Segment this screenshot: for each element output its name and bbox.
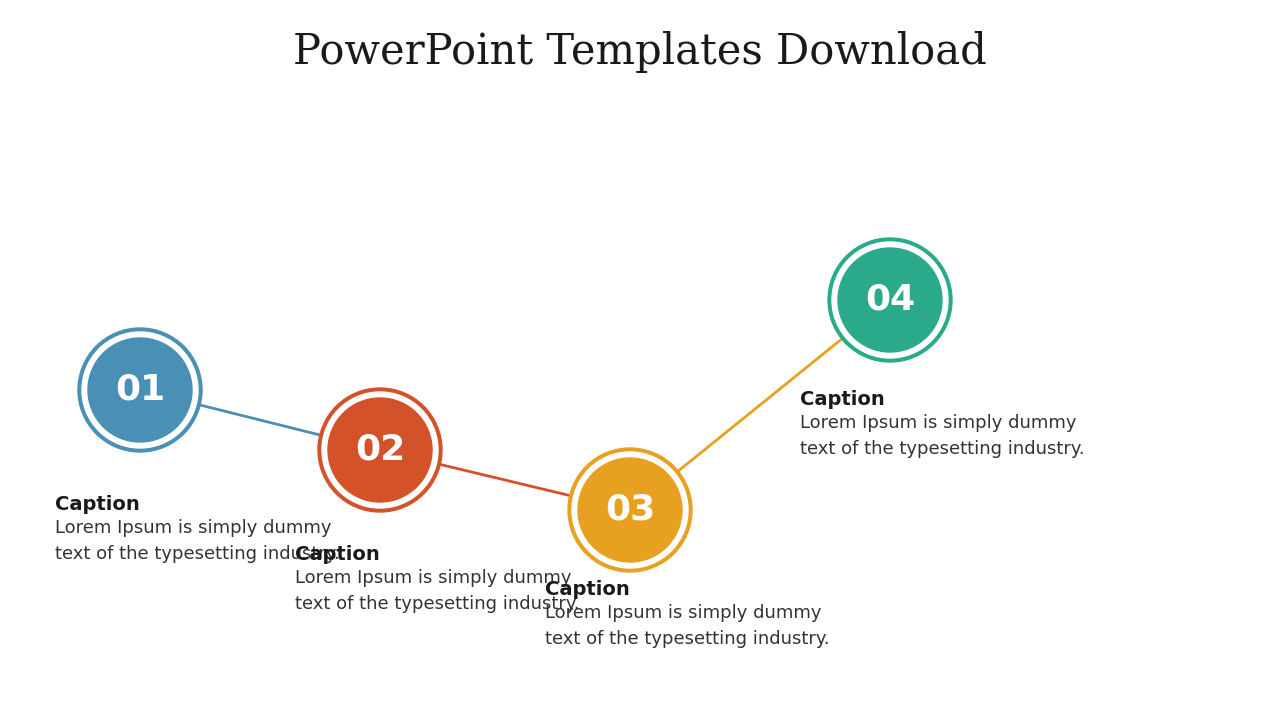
Circle shape: [82, 332, 198, 448]
Circle shape: [828, 238, 952, 362]
Circle shape: [838, 248, 942, 352]
Circle shape: [88, 338, 192, 442]
Text: 01: 01: [115, 373, 165, 407]
Circle shape: [579, 458, 682, 562]
Text: 04: 04: [865, 283, 915, 317]
Text: Lorem Ipsum is simply dummy
text of the typesetting industry.: Lorem Ipsum is simply dummy text of the …: [55, 519, 339, 563]
Text: Lorem Ipsum is simply dummy
text of the typesetting industry.: Lorem Ipsum is simply dummy text of the …: [294, 569, 580, 613]
Text: Lorem Ipsum is simply dummy
text of the typesetting industry.: Lorem Ipsum is simply dummy text of the …: [545, 604, 829, 649]
Text: Caption: Caption: [294, 545, 380, 564]
Text: Caption: Caption: [800, 390, 884, 409]
Circle shape: [317, 388, 442, 512]
Circle shape: [572, 452, 689, 568]
Circle shape: [568, 448, 692, 572]
Circle shape: [78, 328, 202, 452]
Circle shape: [323, 392, 438, 508]
Text: PowerPoint Templates Download: PowerPoint Templates Download: [293, 31, 987, 73]
Text: Lorem Ipsum is simply dummy
text of the typesetting industry.: Lorem Ipsum is simply dummy text of the …: [800, 414, 1084, 459]
Text: Caption: Caption: [545, 580, 630, 599]
Circle shape: [328, 398, 433, 502]
Text: 02: 02: [355, 433, 406, 467]
Text: Caption: Caption: [55, 495, 140, 514]
Circle shape: [832, 242, 948, 358]
Text: 03: 03: [605, 493, 655, 527]
